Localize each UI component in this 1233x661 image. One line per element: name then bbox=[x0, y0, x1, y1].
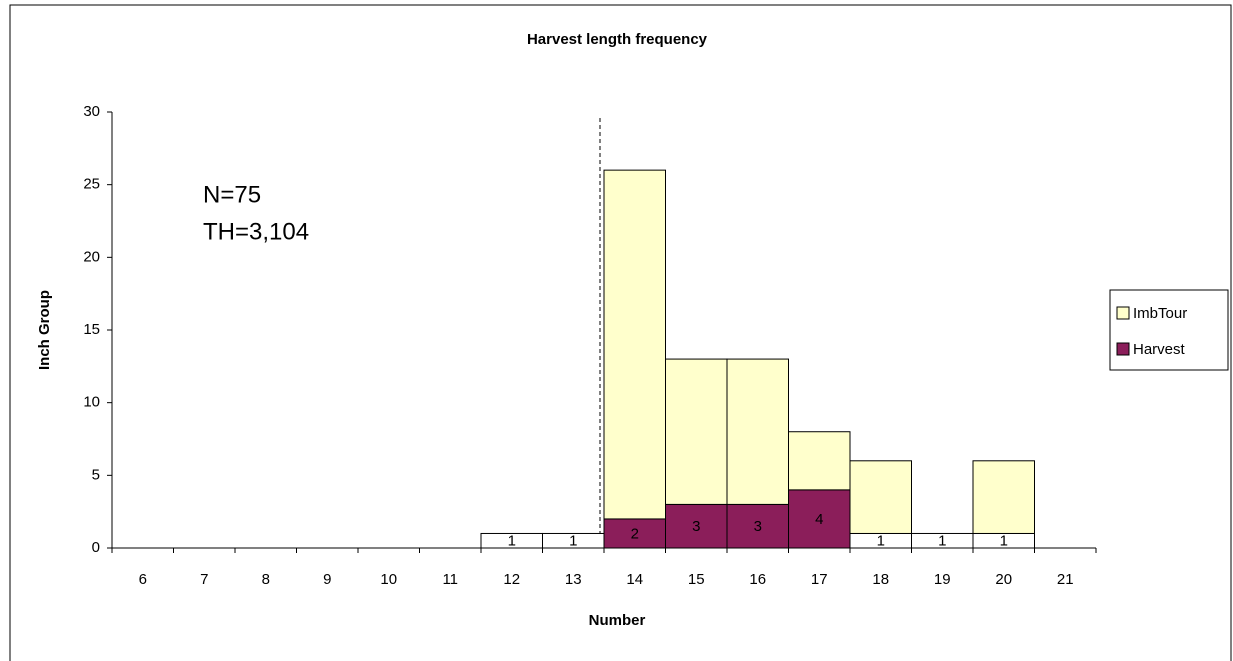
y-tick-label: 0 bbox=[92, 539, 100, 556]
bar-segment bbox=[788, 431, 851, 491]
data-label: 3 bbox=[692, 518, 700, 535]
data-label: 1 bbox=[1000, 533, 1008, 550]
bar-segment bbox=[972, 460, 1035, 534]
bar-segment bbox=[665, 358, 728, 505]
x-tick-label: 13 bbox=[565, 571, 582, 588]
x-tick-label: 21 bbox=[1057, 571, 1074, 588]
x-tick-label: 20 bbox=[995, 571, 1012, 588]
bar-segment bbox=[788, 489, 851, 549]
y-tick-label: 30 bbox=[83, 103, 100, 120]
x-tick-label: 12 bbox=[503, 571, 520, 588]
x-tick-label: 8 bbox=[262, 571, 270, 588]
data-label: 1 bbox=[877, 533, 885, 550]
x-tick-label: 16 bbox=[749, 571, 766, 588]
legend-swatch bbox=[1116, 342, 1130, 356]
x-tick-label: 17 bbox=[811, 571, 828, 588]
y-tick-label: 15 bbox=[83, 321, 100, 338]
x-tick-label: 19 bbox=[934, 571, 951, 588]
data-label: 1 bbox=[938, 533, 946, 550]
annotation: TH=3,104 bbox=[203, 218, 309, 245]
data-label: 2 bbox=[631, 525, 639, 542]
y-tick-label: 5 bbox=[92, 466, 100, 483]
bar-segment bbox=[603, 518, 666, 549]
x-tick-label: 9 bbox=[323, 571, 331, 588]
data-label: 1 bbox=[508, 533, 516, 550]
bar-segment bbox=[726, 503, 789, 549]
x-tick-label: 11 bbox=[442, 571, 458, 588]
annotation: N=75 bbox=[203, 181, 261, 208]
legend-box bbox=[1109, 289, 1229, 371]
bar-segment bbox=[849, 460, 912, 534]
legend-label: Harvest bbox=[1133, 341, 1186, 358]
y-tick-label: 10 bbox=[83, 394, 100, 411]
x-tick-label: 18 bbox=[872, 571, 889, 588]
x-tick-label: 7 bbox=[200, 571, 208, 588]
x-tick-label: 14 bbox=[626, 571, 643, 588]
bar-segment bbox=[603, 169, 666, 520]
bar-segment bbox=[726, 358, 789, 505]
x-tick-label: 6 bbox=[139, 571, 147, 588]
legend-swatch bbox=[1116, 306, 1130, 320]
x-tick-label: 15 bbox=[688, 571, 705, 588]
data-label: 3 bbox=[754, 518, 762, 535]
y-tick-label: 25 bbox=[83, 176, 100, 193]
data-label: 4 bbox=[815, 511, 823, 528]
x-axis-title: Number bbox=[589, 612, 646, 629]
chart-title: Harvest length frequency bbox=[527, 31, 708, 48]
data-label: 1 bbox=[569, 533, 577, 550]
y-axis-title: Inch Group bbox=[36, 290, 53, 370]
legend-label: ImbTour bbox=[1133, 305, 1187, 322]
y-tick-label: 20 bbox=[83, 248, 100, 265]
x-tick-label: 10 bbox=[380, 571, 397, 588]
